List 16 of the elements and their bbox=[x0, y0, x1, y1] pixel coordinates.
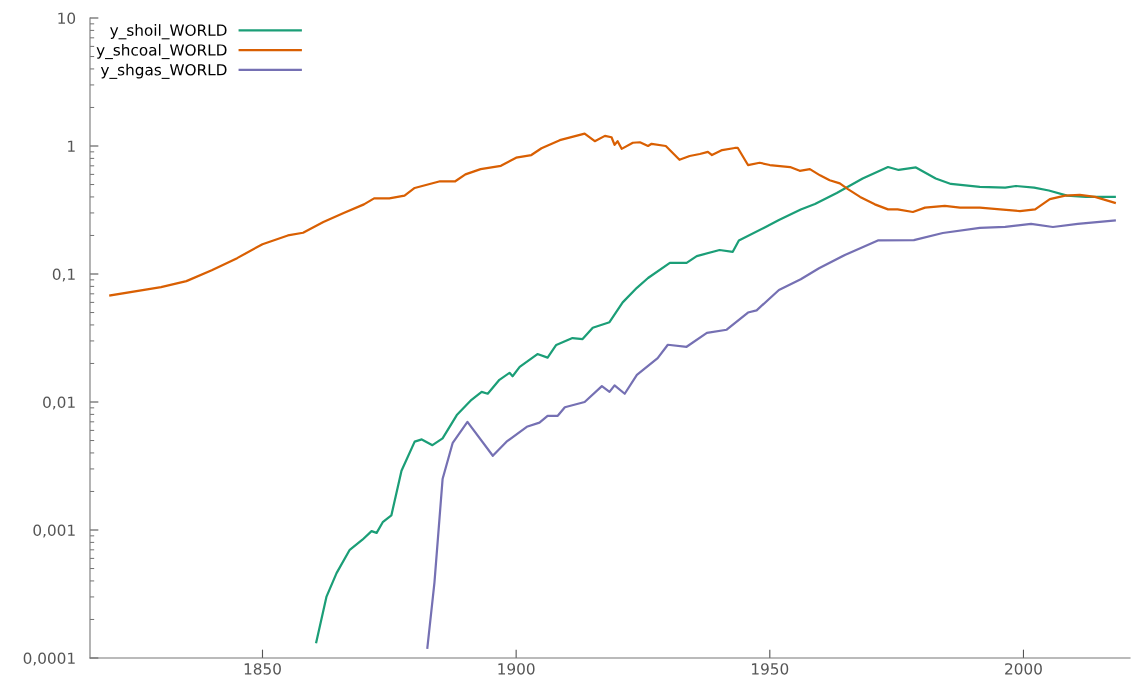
x-tick-label: 1950 bbox=[752, 663, 789, 675]
line-series bbox=[109, 132, 1116, 297]
y-tick-label: 0,01 bbox=[43, 396, 75, 410]
x-tick-label: 2000 bbox=[1005, 663, 1042, 675]
legend-label: y_shcoal_WORLD bbox=[96, 43, 227, 60]
legend-label: y_shgas_WORLD bbox=[100, 63, 227, 79]
line-series bbox=[426, 219, 1116, 649]
x-tick-label: 1850 bbox=[244, 663, 281, 675]
legend-label: y_shoil_WORLD bbox=[110, 24, 227, 40]
y-tick-label: 1 bbox=[68, 140, 75, 152]
y-tick-label: 0,1 bbox=[52, 268, 75, 282]
x-tick-label: 1900 bbox=[498, 663, 535, 675]
line-series bbox=[315, 165, 1116, 644]
y-tick-label: 0,0001 bbox=[23, 652, 75, 666]
y-tick-label: 0,001 bbox=[33, 524, 75, 538]
y-tick-label: 10 bbox=[58, 12, 76, 25]
